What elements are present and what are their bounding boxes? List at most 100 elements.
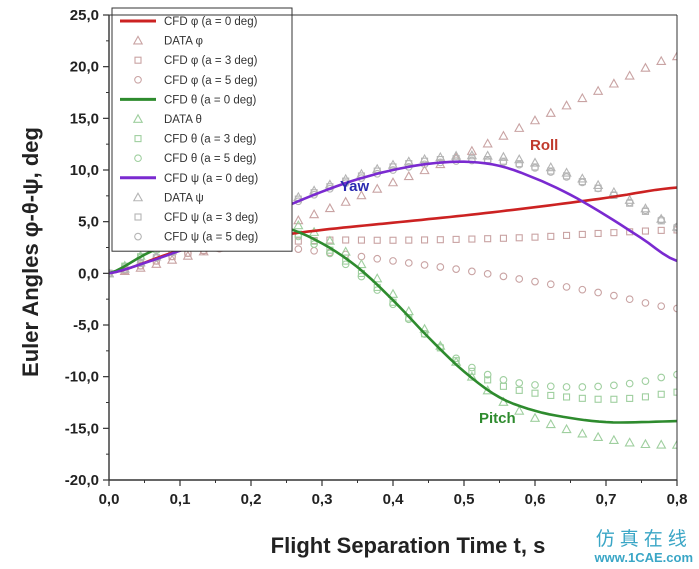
data-point <box>482 150 493 160</box>
data-point <box>610 381 618 390</box>
legend-marker-swatch <box>134 56 142 64</box>
data-point <box>657 215 666 224</box>
data-point <box>657 390 665 398</box>
data-point <box>420 261 429 269</box>
data-point <box>625 198 634 207</box>
legend-label: CFD ψ (a = 0 deg) <box>164 173 258 185</box>
data-point <box>468 363 476 372</box>
data-point <box>387 288 399 298</box>
data-point <box>483 370 492 379</box>
data-point <box>484 235 492 243</box>
data-point <box>419 164 430 175</box>
data-point <box>405 236 413 244</box>
legend-marker-swatch <box>134 135 142 143</box>
data-point <box>562 383 571 391</box>
data-point <box>641 299 650 307</box>
data-point <box>547 232 555 240</box>
data-point <box>561 100 572 110</box>
data-point <box>389 257 397 265</box>
data-point <box>546 168 555 176</box>
watermark-url: www.1CAE.com <box>594 550 693 565</box>
x-tick-label: 0,2 <box>241 491 262 508</box>
legend-marker-swatch <box>134 232 142 241</box>
data-point <box>356 258 367 269</box>
legend-label: DATA ψ <box>164 192 204 204</box>
data-point <box>357 272 366 281</box>
x-tick-label: 0,0 <box>99 491 120 508</box>
data-point <box>578 178 587 187</box>
legend-marker-swatch <box>134 154 142 163</box>
data-point <box>403 170 414 181</box>
legend-entry: CFD φ (a = 3 deg) <box>134 55 258 67</box>
data-point <box>404 259 413 267</box>
data-point <box>547 391 555 399</box>
x-tick-label: 0,4 <box>383 491 405 508</box>
data-point <box>466 150 478 160</box>
data-point <box>373 286 382 294</box>
x-tick-label: 0,8 <box>667 491 688 508</box>
y-tick-label: -5,0 <box>73 317 99 334</box>
data-point <box>673 370 677 379</box>
data-point <box>452 265 460 273</box>
legend-entry: CFD θ (a = 5 deg) <box>134 153 257 165</box>
legend-entry: CFD θ (a = 3 deg) <box>134 134 257 146</box>
data-point <box>389 236 397 244</box>
data-point <box>482 138 493 148</box>
data-point <box>466 145 478 155</box>
data-point <box>656 55 667 66</box>
data-point <box>671 439 677 449</box>
legend-label: CFD θ (a = 5 deg) <box>164 153 257 165</box>
data-point <box>436 236 444 244</box>
data-point <box>403 156 414 166</box>
data-point <box>545 418 556 429</box>
data-point <box>468 367 476 375</box>
data-point <box>594 288 602 297</box>
x-tick-label: 0,5 <box>454 491 475 508</box>
data-point <box>356 190 367 200</box>
legend-label: CFD θ (a = 3 deg) <box>164 134 257 146</box>
x-tick-label: 0,1 <box>170 491 191 508</box>
legend-marker-swatch <box>132 192 144 202</box>
y-tick-label: 15,0 <box>70 110 99 127</box>
legend-entry: DATA ψ <box>132 192 204 204</box>
data-point <box>578 383 587 391</box>
annotation-roll: Roll <box>530 137 558 154</box>
data-point <box>673 304 677 313</box>
data-point <box>657 373 666 382</box>
data-point <box>624 437 635 447</box>
data-point <box>531 233 539 241</box>
data-point <box>657 302 666 311</box>
legend-entry: CFD ψ (a = 0 deg) <box>120 173 258 185</box>
data-point <box>641 227 649 235</box>
data-point <box>324 202 336 213</box>
legend-entry: CFD φ (a = 0 deg) <box>120 16 258 28</box>
data-point <box>608 434 620 445</box>
data-point <box>546 382 555 391</box>
legend: CFD φ (a = 0 deg) DATA φ CFD φ (a = 3 deg)… <box>111 7 293 252</box>
data-point <box>340 196 351 206</box>
data-point <box>563 393 571 401</box>
legend-entry: DATA θ <box>132 113 202 126</box>
legend-marker-swatch <box>134 75 142 84</box>
x-axis-title: Flight Separation Time t, s <box>271 533 546 558</box>
data-point <box>421 236 429 244</box>
data-point <box>468 267 476 276</box>
data-point <box>529 157 541 167</box>
data-point <box>357 236 365 244</box>
y-axis-title: Euler Angles φ-θ-ψ, deg <box>18 127 43 377</box>
data-point <box>578 230 586 238</box>
legend-entry: CFD θ (a = 0 deg) <box>120 94 257 106</box>
data-point <box>419 153 430 164</box>
data-point <box>592 85 604 95</box>
legend-label: CFD φ (a = 3 deg) <box>164 55 258 67</box>
data-point <box>641 393 649 401</box>
data-point <box>387 177 399 187</box>
data-point <box>594 395 602 403</box>
data-point <box>452 235 460 243</box>
data-point <box>640 438 651 449</box>
data-point <box>531 164 539 172</box>
legend-entry: CFD ψ (a = 3 deg) <box>134 212 258 224</box>
data-point <box>484 376 492 384</box>
data-point <box>563 231 571 239</box>
